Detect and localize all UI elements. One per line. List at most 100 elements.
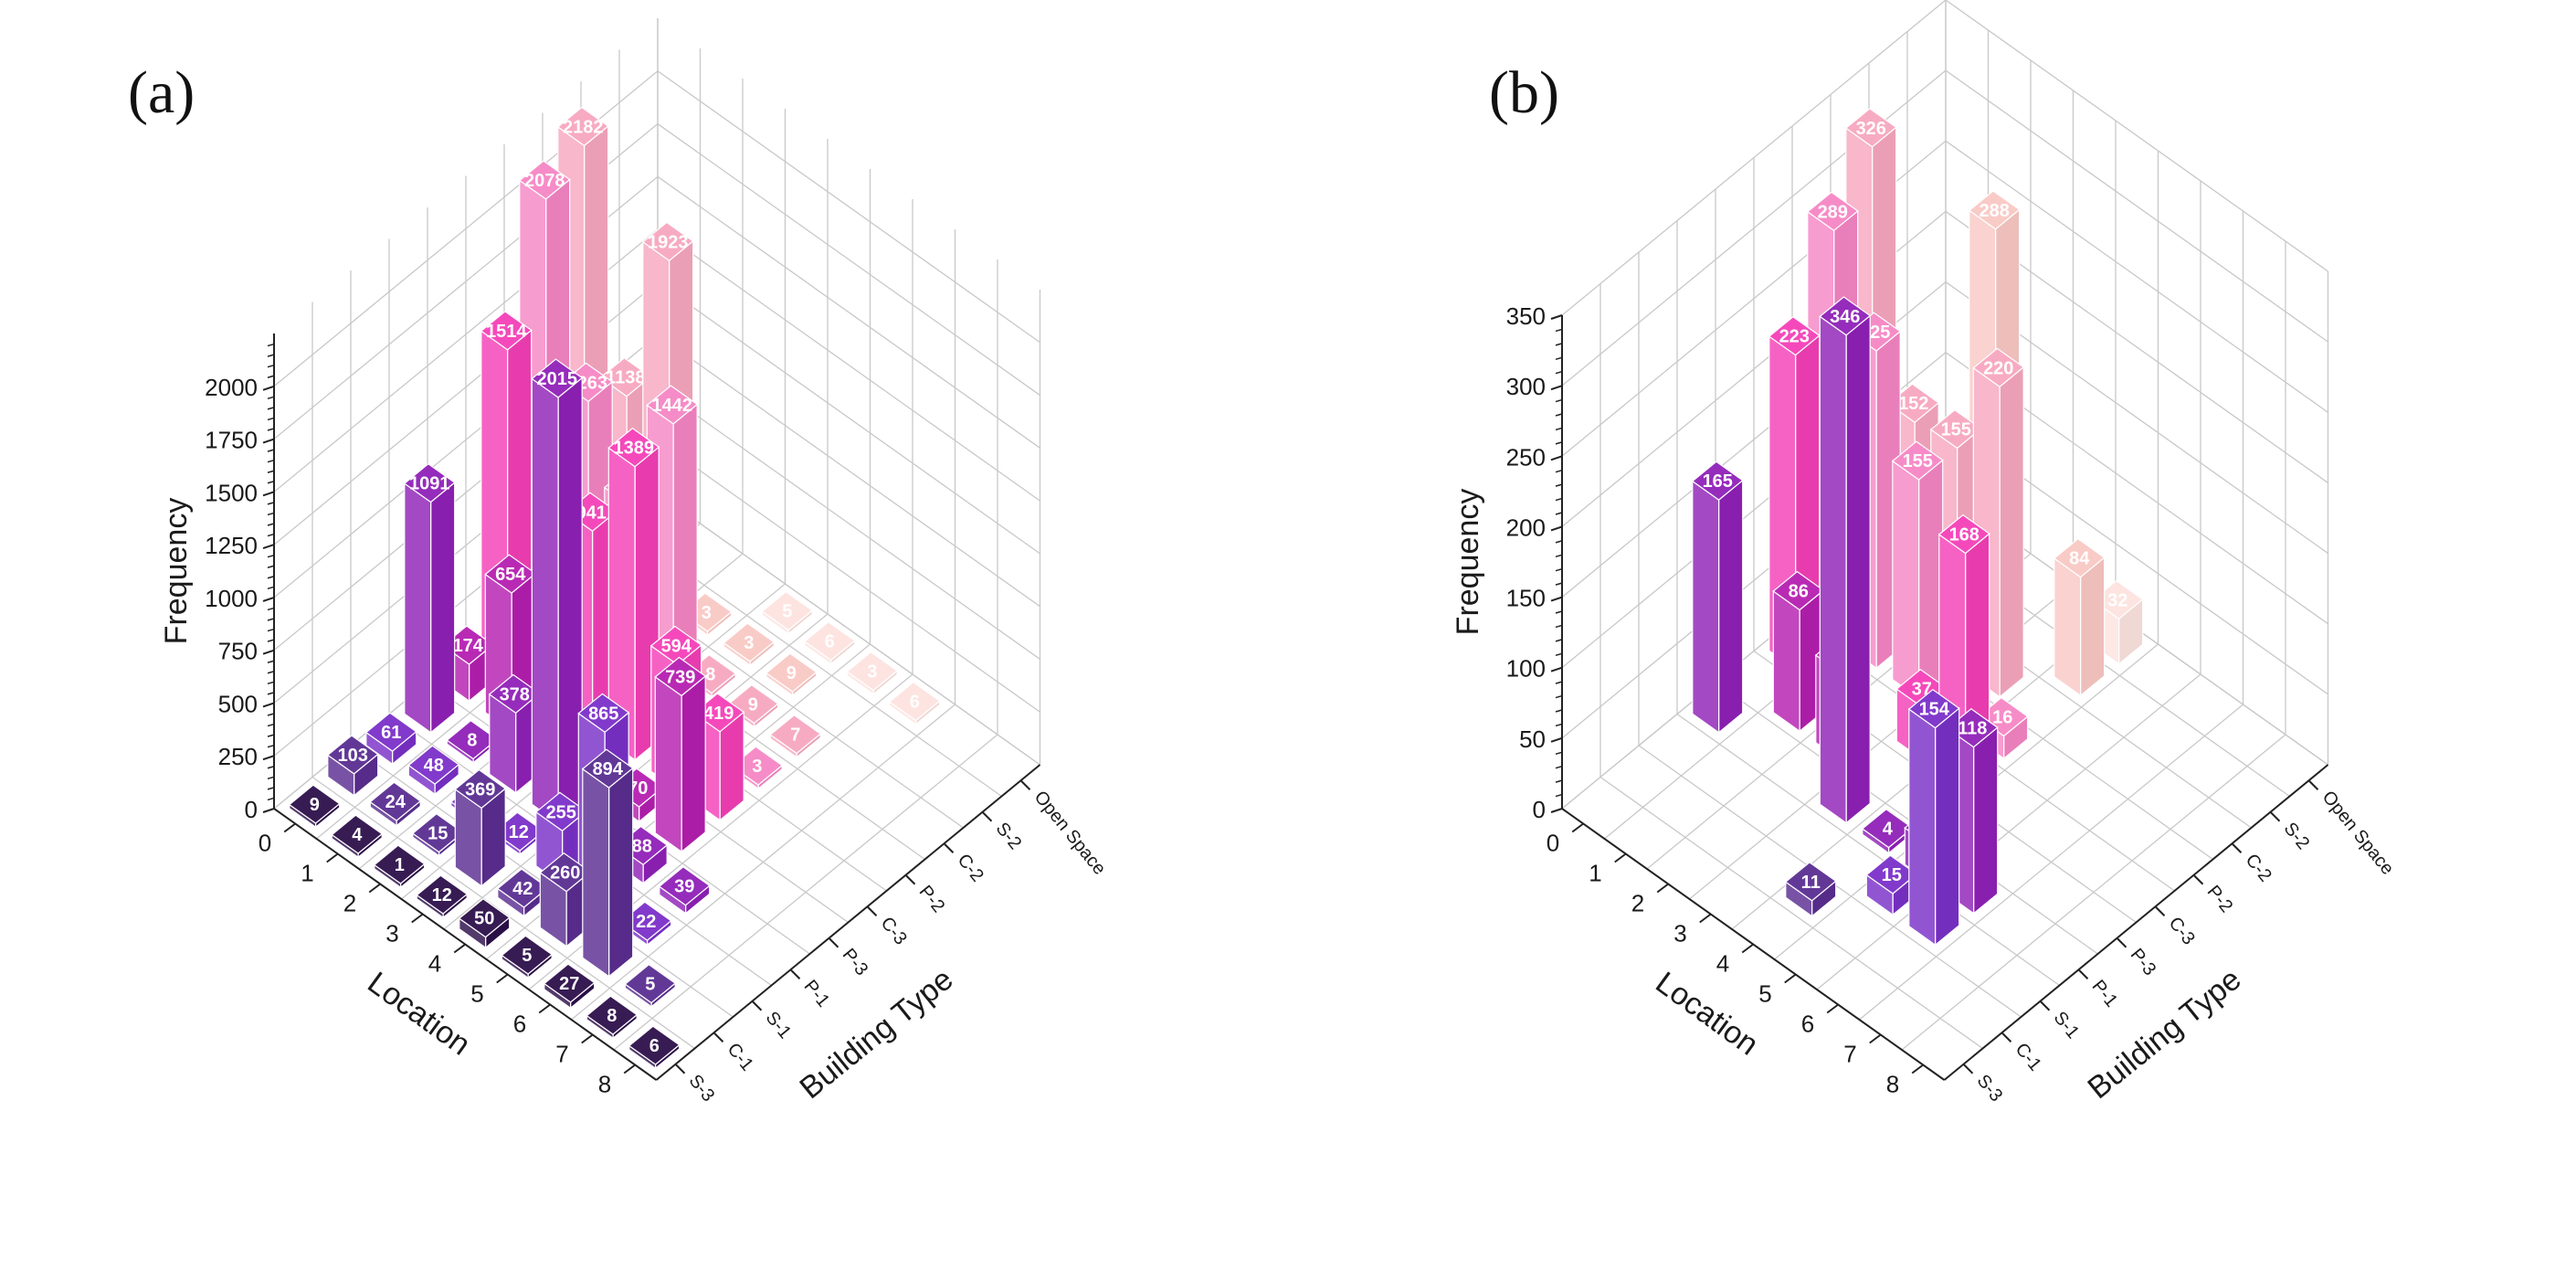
location-tick-label: 5 [470, 980, 483, 1008]
bar-face-top [454, 768, 507, 810]
bar-value-label: 165 [1703, 471, 1733, 492]
bar: 4 [331, 814, 384, 859]
bar-value-label: 8 [467, 731, 477, 751]
bar-face-top [369, 781, 422, 821]
bar-value-label: 11 [1801, 873, 1821, 893]
bar: 27 [543, 963, 596, 1010]
bar-face-top [458, 898, 511, 938]
bar: 9 [288, 784, 341, 829]
bar-value-label: 1442 [652, 396, 693, 416]
bar-value-label: 326 [1856, 119, 1886, 139]
location-tick-label: 1 [1589, 860, 1601, 887]
bar-face-top [2091, 579, 2144, 620]
bar: 739 [654, 656, 707, 853]
location-tick-label: 7 [555, 1041, 568, 1068]
bar-face-front [1972, 725, 1999, 915]
z-tick-label: 50 [1519, 725, 1546, 753]
location-tick-label: 5 [1758, 980, 1771, 1008]
bar-value-label: 86 [1789, 582, 1809, 602]
bar-value-label: 118 [1958, 719, 1987, 739]
building-type-tick-label: Open Space [1030, 788, 1110, 879]
bar-value-label: 5 [522, 946, 532, 966]
bar-face-top [2053, 537, 2106, 578]
bar: 5 [624, 963, 677, 1008]
z-tick-label: 1250 [205, 532, 258, 559]
bar-face-top [543, 963, 596, 1003]
bar-value-label: 9 [310, 795, 320, 815]
bar-value-label: 894 [593, 759, 624, 779]
bar-value-label: 48 [424, 756, 444, 776]
bar: 5 [761, 590, 814, 635]
bar-face-side [531, 377, 559, 824]
building-type-tick-label: Open Space [2318, 788, 2398, 879]
bar-face-top [1887, 383, 1940, 423]
bar: 154 [1907, 688, 1960, 947]
bar-value-label: 1514 [486, 322, 527, 342]
bar-value-label: 2015 [537, 369, 578, 389]
bar-value-label: 3 [867, 662, 877, 683]
bar-face-side [1892, 460, 1920, 700]
building-type-tick-label: C-1 [723, 1040, 757, 1075]
bar-value-label: 88 [632, 836, 652, 856]
bar-face-top [531, 358, 584, 398]
bar-value-label: 168 [1949, 525, 1980, 545]
z-tick-label: 250 [1506, 443, 1546, 471]
bar-value-label: 61 [381, 723, 401, 743]
bar-face-top [1937, 513, 1990, 555]
building-type-tick-label: S-2 [992, 819, 1026, 853]
bar-face-top [1768, 316, 1821, 356]
z-tick-label: 250 [218, 743, 258, 770]
bar-value-label: 174 [453, 636, 484, 656]
bar: 9 [765, 652, 818, 697]
bar: 39 [658, 866, 711, 915]
bar-value-label: 654 [495, 565, 526, 585]
bar-face-top [888, 681, 941, 722]
location-tick-label: 8 [1886, 1071, 1899, 1098]
bar-value-label: 155 [1941, 420, 1971, 440]
bar-face-top [654, 656, 707, 697]
location-tick-label: 3 [1673, 920, 1686, 948]
bar-value-label: 419 [703, 704, 734, 724]
building-type-tick-label: P-3 [839, 945, 872, 979]
bar-value-label: 1138 [606, 368, 645, 388]
building-type-tick-label: S-3 [685, 1071, 719, 1106]
bar-face-front [430, 481, 456, 734]
bar-face-side [1908, 707, 1937, 947]
location-tick-label: 6 [513, 1011, 526, 1038]
building-type-tick-label: P-1 [800, 977, 834, 1011]
bar-face-top [581, 748, 634, 789]
bar: 11 [1784, 862, 1837, 917]
bar-value-label: 27 [559, 974, 579, 994]
bar-value-label: 4 [1883, 820, 1894, 840]
chart-3d-bar-a: 025050075010001250150017502000Frequency0… [159, 18, 1110, 1106]
bar-face-top [1972, 347, 2025, 387]
z-tick-label: 100 [1506, 655, 1546, 683]
bar: 6 [803, 620, 856, 665]
bar-face-top [846, 651, 899, 692]
bar: 48 [407, 745, 460, 796]
bar-face-top [416, 874, 469, 915]
bar-value-label: 7 [790, 725, 800, 746]
location-tick-label: 3 [385, 920, 398, 948]
panel-label: (b) [1489, 59, 1559, 126]
bar-face-top [1907, 688, 1960, 729]
location-axis-title: Location [1649, 965, 1764, 1062]
building-type-tick-label: C-3 [2165, 914, 2199, 949]
z-tick-label: 300 [1506, 373, 1546, 400]
bar-value-label: 369 [465, 779, 495, 799]
building-type-tick-label: P-3 [2127, 945, 2160, 979]
bar-face-front [1718, 479, 1744, 734]
bar: 7 [769, 714, 822, 758]
bar: 369 [454, 768, 507, 887]
building-type-tick-label: C-1 [2011, 1040, 2045, 1075]
bar-value-label: 8 [705, 665, 715, 685]
bar-face-top [641, 221, 694, 261]
bar-value-label: 154 [1919, 700, 1950, 720]
bars: 2182220781138351514126319233617419909893… [288, 106, 941, 1070]
building-type-tick-label: P-1 [2088, 977, 2122, 1011]
bar-face-top [577, 693, 630, 734]
bar: 2015 [531, 358, 584, 824]
bar: 3 [846, 651, 899, 695]
panel-a: (a) 0 250 500 750 1000 1250 1500 1750 2000 Freque… [128, 18, 1110, 1106]
location-axis: 0 1 2 3 4 5 6 7 8 Location [1547, 822, 1924, 1098]
